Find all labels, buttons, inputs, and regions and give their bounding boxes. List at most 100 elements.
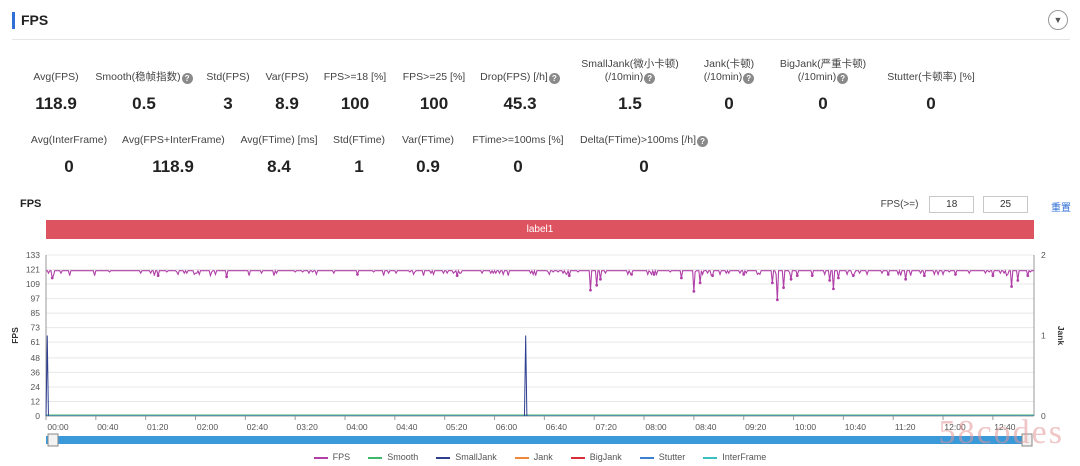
metric-value: 118.9	[152, 157, 194, 176]
fps-point	[775, 298, 779, 302]
legend-item-fps[interactable]: FPS	[313, 452, 350, 462]
metric-label: Avg(FTime) [ms]	[240, 121, 318, 147]
x-tick-label: 08:40	[695, 422, 717, 432]
metric-metrics_row1-4: FPS>=18 [%] 100	[316, 58, 394, 114]
legend-swatch	[639, 456, 654, 459]
metric-label: Std(FTime)	[330, 121, 388, 147]
fps-point	[599, 277, 602, 281]
metric-label: Var(FTime)	[398, 121, 458, 147]
y-tick-label: 12	[31, 396, 41, 406]
metric-label-text: Var(FPS)	[265, 71, 309, 83]
label-range-bar[interactable]: label1	[46, 220, 1034, 239]
chart-title: FPS	[20, 198, 42, 210]
fps-point	[680, 276, 683, 280]
metric-label-line2: (/10min)	[797, 71, 837, 83]
help-icon[interactable]: ?	[644, 73, 656, 84]
fps-threshold-input-2[interactable]: 25	[983, 196, 1028, 213]
metric-label-text: Var(FTime)	[402, 134, 454, 146]
metric-value: 1	[354, 157, 364, 176]
metric-value: 1.5	[618, 94, 642, 113]
fps-point	[156, 274, 160, 277]
help-icon[interactable]: ?	[743, 73, 755, 84]
legend-item-smooth[interactable]: Smooth	[368, 452, 418, 462]
metric-label: FPS>=25 [%]	[395, 58, 473, 84]
smalljank-spike	[523, 335, 528, 417]
legend-label: Smooth	[387, 452, 419, 462]
metric-label: Drop(FPS) [/h]?	[476, 58, 564, 84]
fps-point	[630, 272, 633, 276]
metric-value: 0.5	[132, 94, 156, 113]
fps-point	[789, 277, 793, 281]
fps-point	[1016, 279, 1020, 282]
metric-label: Smooth(稳帧指数)?	[92, 58, 196, 84]
fps-point	[595, 283, 599, 287]
zoom-slider-track	[46, 436, 1032, 444]
metric-value: 45.3	[503, 94, 537, 113]
fps-filter: FPS(>=) 18 25 重置	[880, 196, 1071, 214]
metric-value: 100	[419, 94, 449, 113]
fps-point	[50, 276, 54, 280]
legend-item-bigjank[interactable]: BigJank	[570, 452, 622, 462]
metric-metrics_row1-6: Drop(FPS) [/h]? 45.3	[476, 58, 564, 114]
legend-item-jank[interactable]: Jank	[514, 452, 553, 462]
metric-label-line1: Jank(卡顿)	[703, 58, 755, 70]
metric-label-text: FTime>=100ms [%]	[472, 134, 564, 146]
legend-item-smalljank[interactable]: SmallJank	[436, 452, 497, 462]
reset-link[interactable]: 重置	[1051, 203, 1071, 214]
fps-point	[795, 274, 799, 277]
metric-label-line2: (/10min)	[604, 71, 644, 83]
metric-label-text: Delta(FTime)>100ms [/h]	[579, 134, 697, 146]
legend-swatch	[514, 456, 529, 459]
metric-metrics_row2-3: Std(FTime) 1	[330, 121, 388, 177]
help-icon[interactable]: ?	[181, 73, 193, 84]
fps-point	[356, 272, 359, 276]
legend-item-interframe[interactable]: InterFrame	[703, 452, 766, 462]
metric-metrics_row1-0: Avg(FPS) 118.9	[24, 58, 88, 114]
metric-metrics_row2-1: Avg(FPS+InterFrame) 118.9	[122, 121, 225, 177]
x-tick-label: 07:20	[596, 422, 618, 432]
metric-label: Stutter(卡顿率) [%]	[880, 58, 982, 84]
fps-threshold-input-1[interactable]: 18	[929, 196, 975, 213]
fps-point	[698, 281, 702, 285]
metric-label-text: Std(FPS)	[206, 71, 250, 83]
metric-label: SmallJank(微小卡顿) (/10min)?	[570, 58, 690, 84]
metric-metrics_row1-10: Stutter(卡顿率) [%] 0	[880, 58, 982, 114]
fps-point	[954, 272, 957, 276]
fps-point	[770, 281, 774, 285]
y2-axis-title: Jank	[1056, 326, 1066, 346]
metric-label: FTime>=100ms [%]	[466, 121, 570, 147]
metric-value: 0	[818, 94, 828, 113]
legend-label: InterFrame	[722, 452, 767, 462]
x-tick-label: 09:20	[745, 422, 767, 432]
metric-label-text: Avg(FPS)	[33, 71, 79, 83]
metric-metrics_row1-9: BigJank(严重卡顿) (/10min)? 0	[770, 58, 876, 114]
metric-label-text: Avg(InterFrame)	[30, 134, 108, 146]
fps-point	[836, 276, 840, 280]
help-icon[interactable]: ?	[548, 73, 560, 84]
help-icon[interactable]: ?	[697, 136, 709, 147]
legend-label: Stutter	[658, 452, 686, 462]
metric-value: 0.9	[416, 157, 440, 176]
x-tick-label: 00:00	[47, 422, 69, 432]
x-tick-label: 01:20	[147, 422, 169, 432]
chevron-down-icon[interactable]: ▼	[1048, 10, 1068, 30]
legend-item-stutter[interactable]: Stutter	[639, 452, 686, 462]
metric-label: Avg(FPS+InterFrame)	[122, 121, 225, 147]
metric-value: 118.9	[35, 94, 77, 113]
fps-point	[886, 272, 890, 276]
fps-point	[810, 274, 814, 277]
metric-metrics_row2-6: Delta(FTime)>100ms [/h]? 0	[578, 121, 710, 177]
y-tick-label: 61	[31, 337, 41, 347]
x-tick-label: 06:00	[496, 422, 518, 432]
x-tick-label: 00:40	[97, 422, 119, 432]
y-tick-label: 24	[31, 382, 41, 392]
metric-value: 8.4	[267, 157, 291, 176]
watermark-logo: 58codes	[938, 414, 1064, 451]
fps-point	[828, 279, 832, 282]
fps-filter-label: FPS(>=)	[880, 199, 919, 210]
metric-label: FPS>=18 [%]	[316, 58, 394, 84]
help-icon[interactable]: ?	[837, 73, 849, 84]
metric-label-text: Avg(FTime) [ms]	[240, 134, 318, 146]
x-tick-label: 08:00	[645, 422, 667, 432]
metric-value: 0	[64, 157, 74, 176]
